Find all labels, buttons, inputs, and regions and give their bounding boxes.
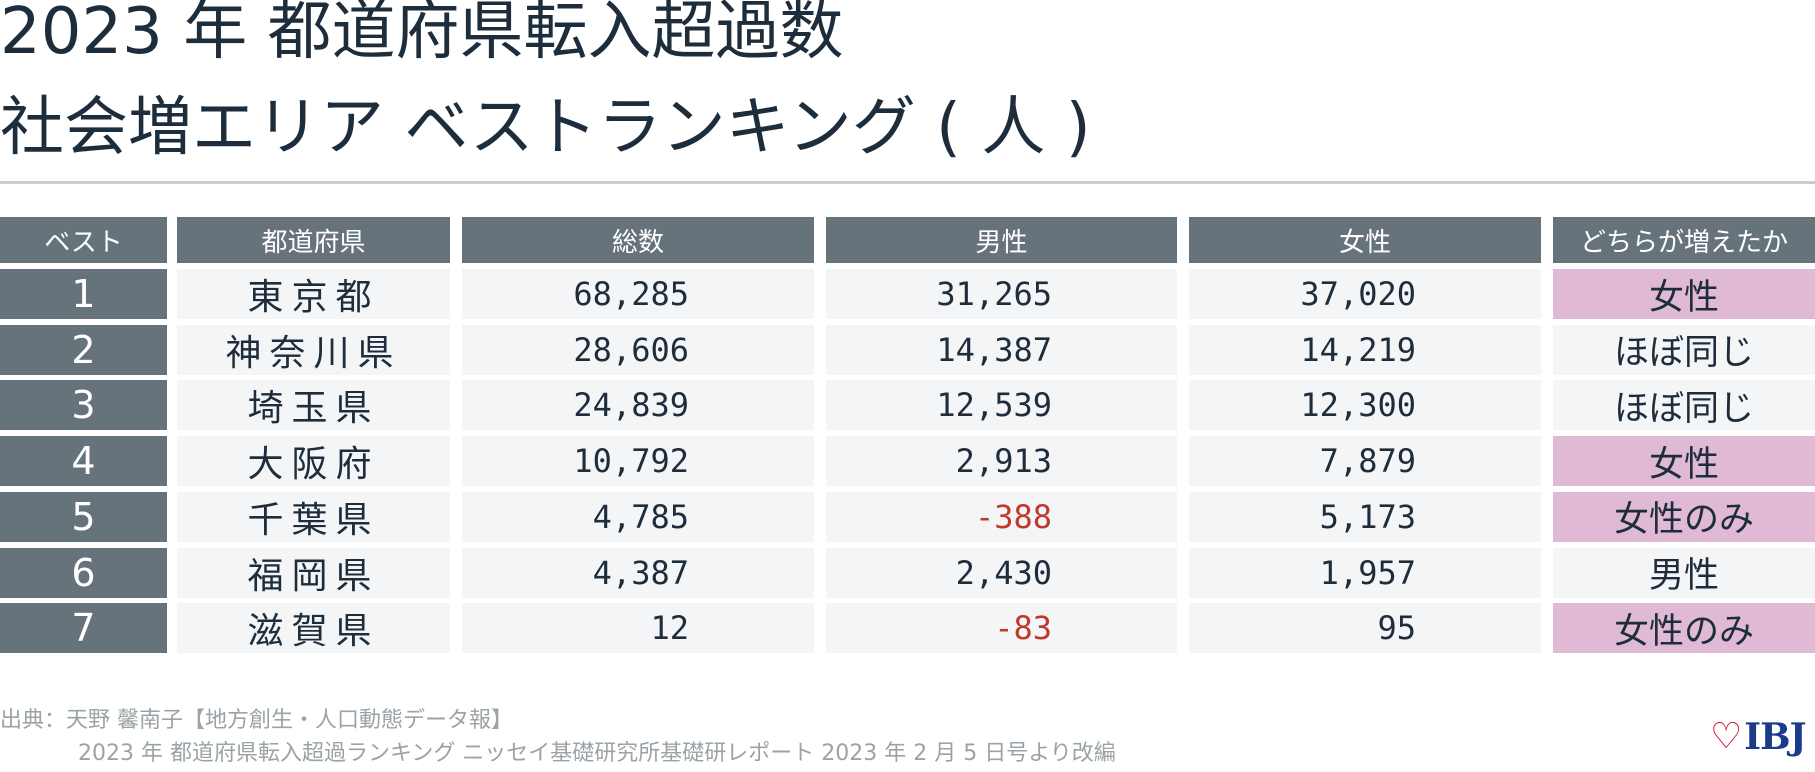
- cell-male-1: 31,265: [826, 269, 1177, 319]
- cell-which-3: ほぼ同じ: [1553, 380, 1815, 431]
- cell-which-1: 女性: [1553, 269, 1815, 319]
- cell-prefecture-1: 東京都: [177, 269, 450, 319]
- cell-rank-5: 5: [0, 491, 167, 542]
- cell-female-1: 37,020: [1189, 269, 1541, 319]
- cell-male-2: 14,387: [826, 324, 1177, 375]
- cell-rank-7: 7: [0, 603, 167, 654]
- header-female: 女性: [1189, 217, 1541, 263]
- cell-rank-3: 3: [0, 380, 167, 431]
- cell-total-1: 68,285: [462, 269, 814, 319]
- cell-which-6: 男性: [1553, 547, 1815, 598]
- cell-prefecture-3: 埼玉県: [177, 380, 450, 431]
- cell-prefecture-4: 大阪府: [177, 436, 450, 487]
- logo-text: IBJ: [1744, 716, 1806, 758]
- cell-total-7: 12: [462, 603, 814, 654]
- cell-prefecture-2: 神奈川県: [177, 324, 450, 375]
- header-male: 男性: [826, 217, 1177, 263]
- cell-female-2: 14,219: [1189, 324, 1541, 375]
- cell-total-4: 10,792: [462, 436, 814, 487]
- cell-male-6: 2,430: [826, 547, 1177, 598]
- source-line-1: 出典：天野 馨南子【地方創生・人口動態データ報】: [0, 708, 513, 733]
- title-divider: [0, 181, 1815, 184]
- header-which: どちらが増えたか: [1553, 217, 1815, 263]
- cell-rank-1: 1: [0, 269, 167, 319]
- cell-male-4: 2,913: [826, 436, 1177, 487]
- cell-total-5: 4,785: [462, 491, 814, 542]
- cell-female-6: 1,957: [1189, 547, 1541, 598]
- header-rank: ベスト: [0, 217, 167, 263]
- cell-female-4: 7,879: [1189, 436, 1541, 487]
- cell-male-7: -83: [826, 603, 1177, 654]
- header-prefecture: 都道府県: [177, 217, 450, 263]
- ibj-logo: ♡ IBJ: [1710, 713, 1807, 761]
- cell-rank-2: 2: [0, 324, 167, 375]
- cell-female-3: 12,300: [1189, 380, 1541, 431]
- header-total: 総数: [462, 217, 814, 263]
- cell-prefecture-5: 千葉県: [177, 491, 450, 542]
- cell-which-5: 女性のみ: [1553, 491, 1815, 542]
- cell-rank-6: 6: [0, 547, 167, 598]
- page-title: 2023 年 都道府県転入超過数: [0, 0, 844, 69]
- cell-female-7: 95: [1189, 603, 1541, 654]
- cell-total-2: 28,606: [462, 324, 814, 375]
- cell-prefecture-7: 滋賀県: [177, 603, 450, 654]
- cell-male-5: -388: [826, 491, 1177, 542]
- cell-which-4: 女性: [1553, 436, 1815, 487]
- ranking-table: ベスト 都道府県 総数 男性 女性 どちらが増えたか 1 東京都 68,285 31,265 37,…: [0, 217, 1815, 659]
- cell-male-3: 12,539: [826, 380, 1177, 431]
- cell-which-7: 女性のみ: [1553, 603, 1815, 654]
- source-line-2: 2023 年 都道府県転入超過ランキング ニッセイ基礎研究所基礎研レポート 20…: [78, 741, 1116, 766]
- cell-which-2: ほぼ同じ: [1553, 324, 1815, 375]
- page-subtitle: 社会増エリア ベストランキング ( 人 ): [0, 91, 1091, 165]
- cell-total-6: 4,387: [462, 547, 814, 598]
- cell-rank-4: 4: [0, 436, 167, 487]
- cell-total-3: 24,839: [462, 380, 814, 431]
- heart-icon: ♡: [1710, 716, 1743, 757]
- cell-female-5: 5,173: [1189, 491, 1541, 542]
- cell-prefecture-6: 福岡県: [177, 547, 450, 598]
